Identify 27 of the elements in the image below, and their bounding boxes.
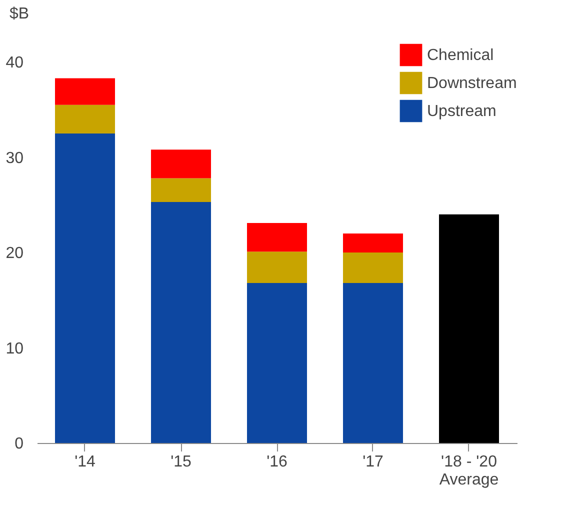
bar: [247, 223, 307, 252]
x-tick-label: '15: [170, 454, 192, 470]
bar: [247, 252, 307, 283]
legend-label: Downstream: [427, 75, 517, 92]
legend-label: Upstream: [427, 103, 496, 120]
bar: [439, 214, 499, 443]
bar: [247, 283, 307, 443]
y-tick-label: 0: [14, 436, 24, 452]
bar: [151, 178, 211, 202]
x-tick-label: '14: [74, 454, 96, 470]
legend-label: Chemical: [427, 47, 494, 64]
x-tick-label: '16: [266, 454, 288, 470]
y-tick-label: 40: [6, 54, 24, 72]
bar: [343, 252, 403, 283]
x-tick-label: '17: [362, 454, 384, 470]
bar: [343, 283, 403, 443]
y-axis-title: $B: [10, 6, 30, 22]
bar: [55, 133, 115, 443]
y-tick-label: 30: [6, 150, 24, 167]
bar: [55, 78, 115, 105]
x-tick-label: '18 - '20 Average: [439, 454, 499, 488]
y-tick-label: 20: [6, 245, 24, 262]
bar: [151, 202, 211, 443]
bar: [343, 233, 403, 253]
y-tick-label: 10: [6, 340, 24, 358]
bar: [55, 104, 115, 134]
bar: [151, 150, 211, 178]
